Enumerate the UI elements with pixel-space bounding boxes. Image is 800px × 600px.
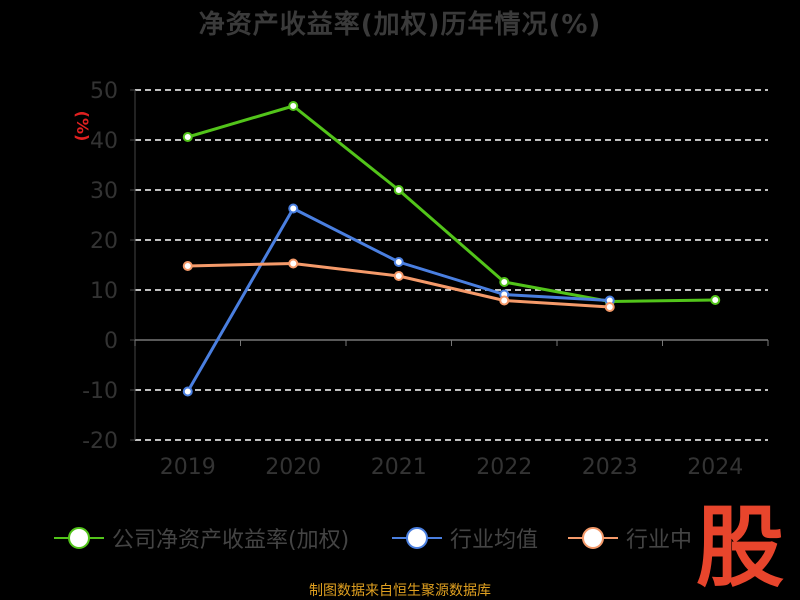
y-tick-label: -10 <box>82 379 118 404</box>
data-point <box>499 277 510 287</box>
y-tick-label: 10 <box>90 279 118 304</box>
x-tick-label: 2022 <box>476 455 532 480</box>
data-point <box>288 101 299 111</box>
legend-item-industry-median[interactable]: 行业中 <box>568 520 692 556</box>
legend: 公司净资产收益率(加权) 行业均值 行业中 <box>0 520 800 556</box>
data-point <box>710 295 721 305</box>
legend-label-industry-median: 行业中 <box>626 528 693 553</box>
y-tick-label: 50 <box>90 79 118 104</box>
x-tick-label: 2023 <box>582 455 638 480</box>
svg-text:股: 股 <box>696 496 784 592</box>
x-tick-label: 2019 <box>160 455 216 480</box>
y-tick-label: -20 <box>82 429 118 454</box>
source-note: 制图数据来自恒生聚源数据库 <box>309 583 491 599</box>
y-tick-label: 40 <box>90 129 118 154</box>
data-point <box>393 271 404 281</box>
data-point <box>499 295 510 306</box>
y-axis-label: (%) <box>73 111 92 142</box>
legend-item-industry-mean[interactable]: 行业均值 <box>392 520 538 556</box>
data-point <box>393 257 404 267</box>
legend-label-company: 公司净资产收益率(加权) <box>112 528 350 553</box>
legend-label-industry-mean: 行业均值 <box>450 528 539 553</box>
legend-item-company[interactable]: 公司净资产收益率(加权) <box>54 520 349 556</box>
x-tick-label: 2020 <box>265 455 321 480</box>
data-point <box>393 185 404 195</box>
gu-logo-icon: 股 <box>696 496 784 592</box>
data-point <box>182 386 193 397</box>
grid-lines <box>135 89 768 441</box>
x-tick-label: 2024 <box>687 455 743 480</box>
axes <box>130 89 769 441</box>
data-point <box>604 302 615 312</box>
y-tick-label: 20 <box>90 229 118 254</box>
data-point <box>182 132 193 142</box>
legend-marker-company-icon <box>54 527 104 549</box>
series-lines <box>182 101 721 397</box>
x-tick-label: 2021 <box>371 455 427 480</box>
legend-marker-mean-icon <box>392 527 442 549</box>
legend-marker-median-icon <box>568 527 618 549</box>
tick-labels: 50 40 30 20 10 0 -10 -20 2019 2020 2021 2022 2023 202… <box>73 79 743 480</box>
data-point <box>288 203 299 214</box>
series-line-2 <box>187 262 610 309</box>
y-tick-label: 0 <box>104 329 118 354</box>
series-line-0 <box>187 104 716 303</box>
series-line-1 <box>186 207 610 393</box>
y-tick-label: 30 <box>90 179 118 204</box>
data-point <box>182 261 193 271</box>
chart-title: 净资产收益率(加权)历年情况(%) <box>198 10 602 40</box>
data-point <box>288 258 299 269</box>
